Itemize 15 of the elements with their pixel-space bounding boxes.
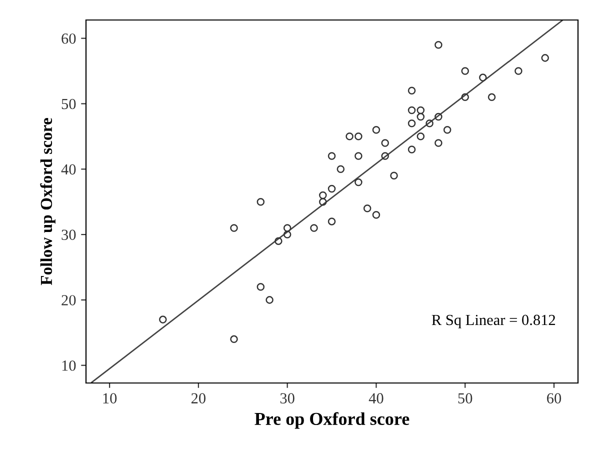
y-tick-label: 40: [61, 164, 76, 175]
x-tick-label: 10: [103, 393, 117, 404]
y-tick-label: 10: [62, 360, 76, 371]
x-tick-label: 60: [547, 393, 562, 404]
annotation: R Sq Linear = 0.812: [432, 314, 556, 328]
x-tick-label: 50: [458, 393, 472, 404]
x-tick-label: 40: [368, 393, 384, 404]
y-tick-label: 20: [62, 295, 76, 306]
x-tick-label: 20: [191, 393, 206, 404]
y-tick-label: 30: [62, 230, 76, 240]
y-tick-label: 60: [62, 33, 76, 44]
y-tick-label: 50: [62, 98, 76, 110]
x-axis-title: Pre op Oxford score: [254, 412, 410, 429]
y-axis-title: Follow up Oxford score: [40, 118, 56, 286]
x-tick-label: 30: [280, 393, 294, 404]
